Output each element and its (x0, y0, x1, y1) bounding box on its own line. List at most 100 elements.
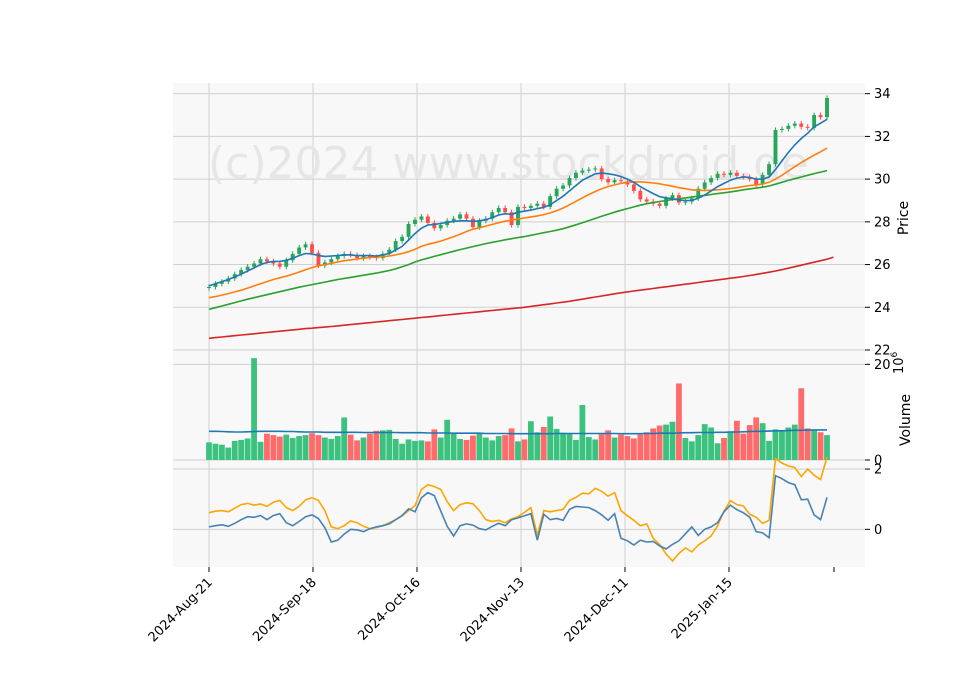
volume-bar (218, 444, 225, 460)
volume-bar (360, 437, 367, 460)
candle-body (265, 259, 269, 262)
candle-body (522, 206, 527, 208)
volume-axis-exponent: 106 (890, 351, 907, 374)
volume-bar (566, 433, 573, 460)
volume-bar (399, 443, 406, 460)
candle-body (734, 172, 739, 176)
candle-body (619, 180, 623, 182)
volume-bar (502, 435, 509, 460)
volume-bar (405, 439, 412, 460)
volume-bar (643, 432, 650, 460)
candle-body (780, 128, 784, 130)
volume-bar (585, 437, 592, 460)
price-axis-tick-label: 22 (874, 344, 891, 359)
volume-series (206, 358, 830, 460)
candle-body (767, 164, 771, 175)
volume-bar (508, 428, 515, 460)
volume-bar (701, 424, 708, 460)
candle-body (722, 173, 726, 175)
candle-body (818, 115, 823, 118)
volume-bar (637, 434, 644, 460)
candle-body (277, 263, 282, 267)
candle-body (297, 247, 302, 254)
oscillator-series (208, 456, 828, 563)
volume-bar (817, 432, 824, 460)
candle-body (464, 214, 469, 219)
volume-bar (618, 434, 624, 460)
volume-bar (682, 438, 689, 460)
candle-body (387, 249, 392, 254)
candle-body (696, 188, 701, 199)
candle-body (631, 184, 636, 191)
volume-bar (244, 438, 251, 460)
volume-axis-tick-label: 20 (874, 358, 891, 373)
volume-bar (457, 438, 463, 460)
volume-bar (386, 429, 393, 460)
volume-bar (347, 434, 354, 460)
price-axis-tick-label: 32 (874, 130, 891, 145)
volume-bar (276, 436, 283, 460)
volume-bar (824, 435, 830, 460)
candle-body (670, 195, 675, 199)
volume-bar (206, 442, 212, 460)
volume-bar (598, 434, 605, 460)
candle-body (644, 199, 649, 202)
volume-bar (721, 438, 727, 460)
candle-body (561, 185, 565, 189)
candle-body (361, 256, 366, 259)
candle-body (516, 206, 520, 226)
price-series (207, 95, 834, 340)
volume-bar (708, 427, 715, 460)
oscillator-axis-tick-label: 2 (874, 463, 882, 478)
candle-body (554, 188, 559, 197)
volume-bar (592, 439, 599, 460)
x-axis-tick-label: 2024-Sep-18 (250, 575, 320, 645)
volume-bar (328, 438, 335, 460)
volume-bar (463, 439, 470, 460)
volume-bar (373, 430, 380, 460)
volume-bar (418, 440, 425, 460)
volume-bar (695, 435, 702, 460)
candle-body (258, 259, 263, 264)
price-axis-tick-label: 34 (874, 87, 891, 102)
sma-200-line (208, 256, 834, 340)
candle-body (728, 172, 733, 175)
candle-body (432, 222, 437, 229)
candle-body (812, 115, 817, 128)
candle-body (715, 173, 720, 179)
oscillator-axis-tick-label: 0 (874, 523, 882, 538)
candle-body (438, 225, 443, 229)
volume-bar (251, 358, 257, 460)
volume-bar (412, 440, 418, 460)
volume-bar (289, 438, 296, 460)
candle-body (329, 259, 334, 263)
volume-bar (579, 405, 586, 460)
candle-body (239, 269, 244, 275)
candle-body (335, 256, 340, 260)
candle-body (207, 286, 211, 289)
price-axis-tick-label: 26 (874, 258, 891, 273)
volume-bar (811, 429, 818, 460)
candle-body (683, 201, 688, 203)
x-axis-tick-label: 2025-Jan-15 (669, 575, 736, 642)
candle-body (664, 198, 668, 206)
volume-bar (315, 435, 322, 460)
volume-bar (669, 421, 676, 460)
candle-body (567, 178, 572, 186)
volume-bar (367, 433, 373, 460)
volume-bar (785, 427, 792, 460)
x-axis-tick-label: 2024-Nov-13 (458, 575, 528, 645)
volume-bar (534, 432, 541, 460)
candle-body (419, 216, 424, 220)
volume-bar (379, 430, 386, 460)
volume-bar (495, 436, 502, 460)
sma-short-line (208, 118, 828, 287)
candle-body (503, 207, 508, 213)
sma-long-line (208, 169, 828, 311)
volume-bar (798, 388, 805, 460)
volume-bar (759, 423, 766, 460)
volume-bar (663, 424, 669, 460)
volume-bar (804, 428, 811, 460)
volume-bar (444, 419, 451, 460)
volume-bar (540, 427, 547, 460)
